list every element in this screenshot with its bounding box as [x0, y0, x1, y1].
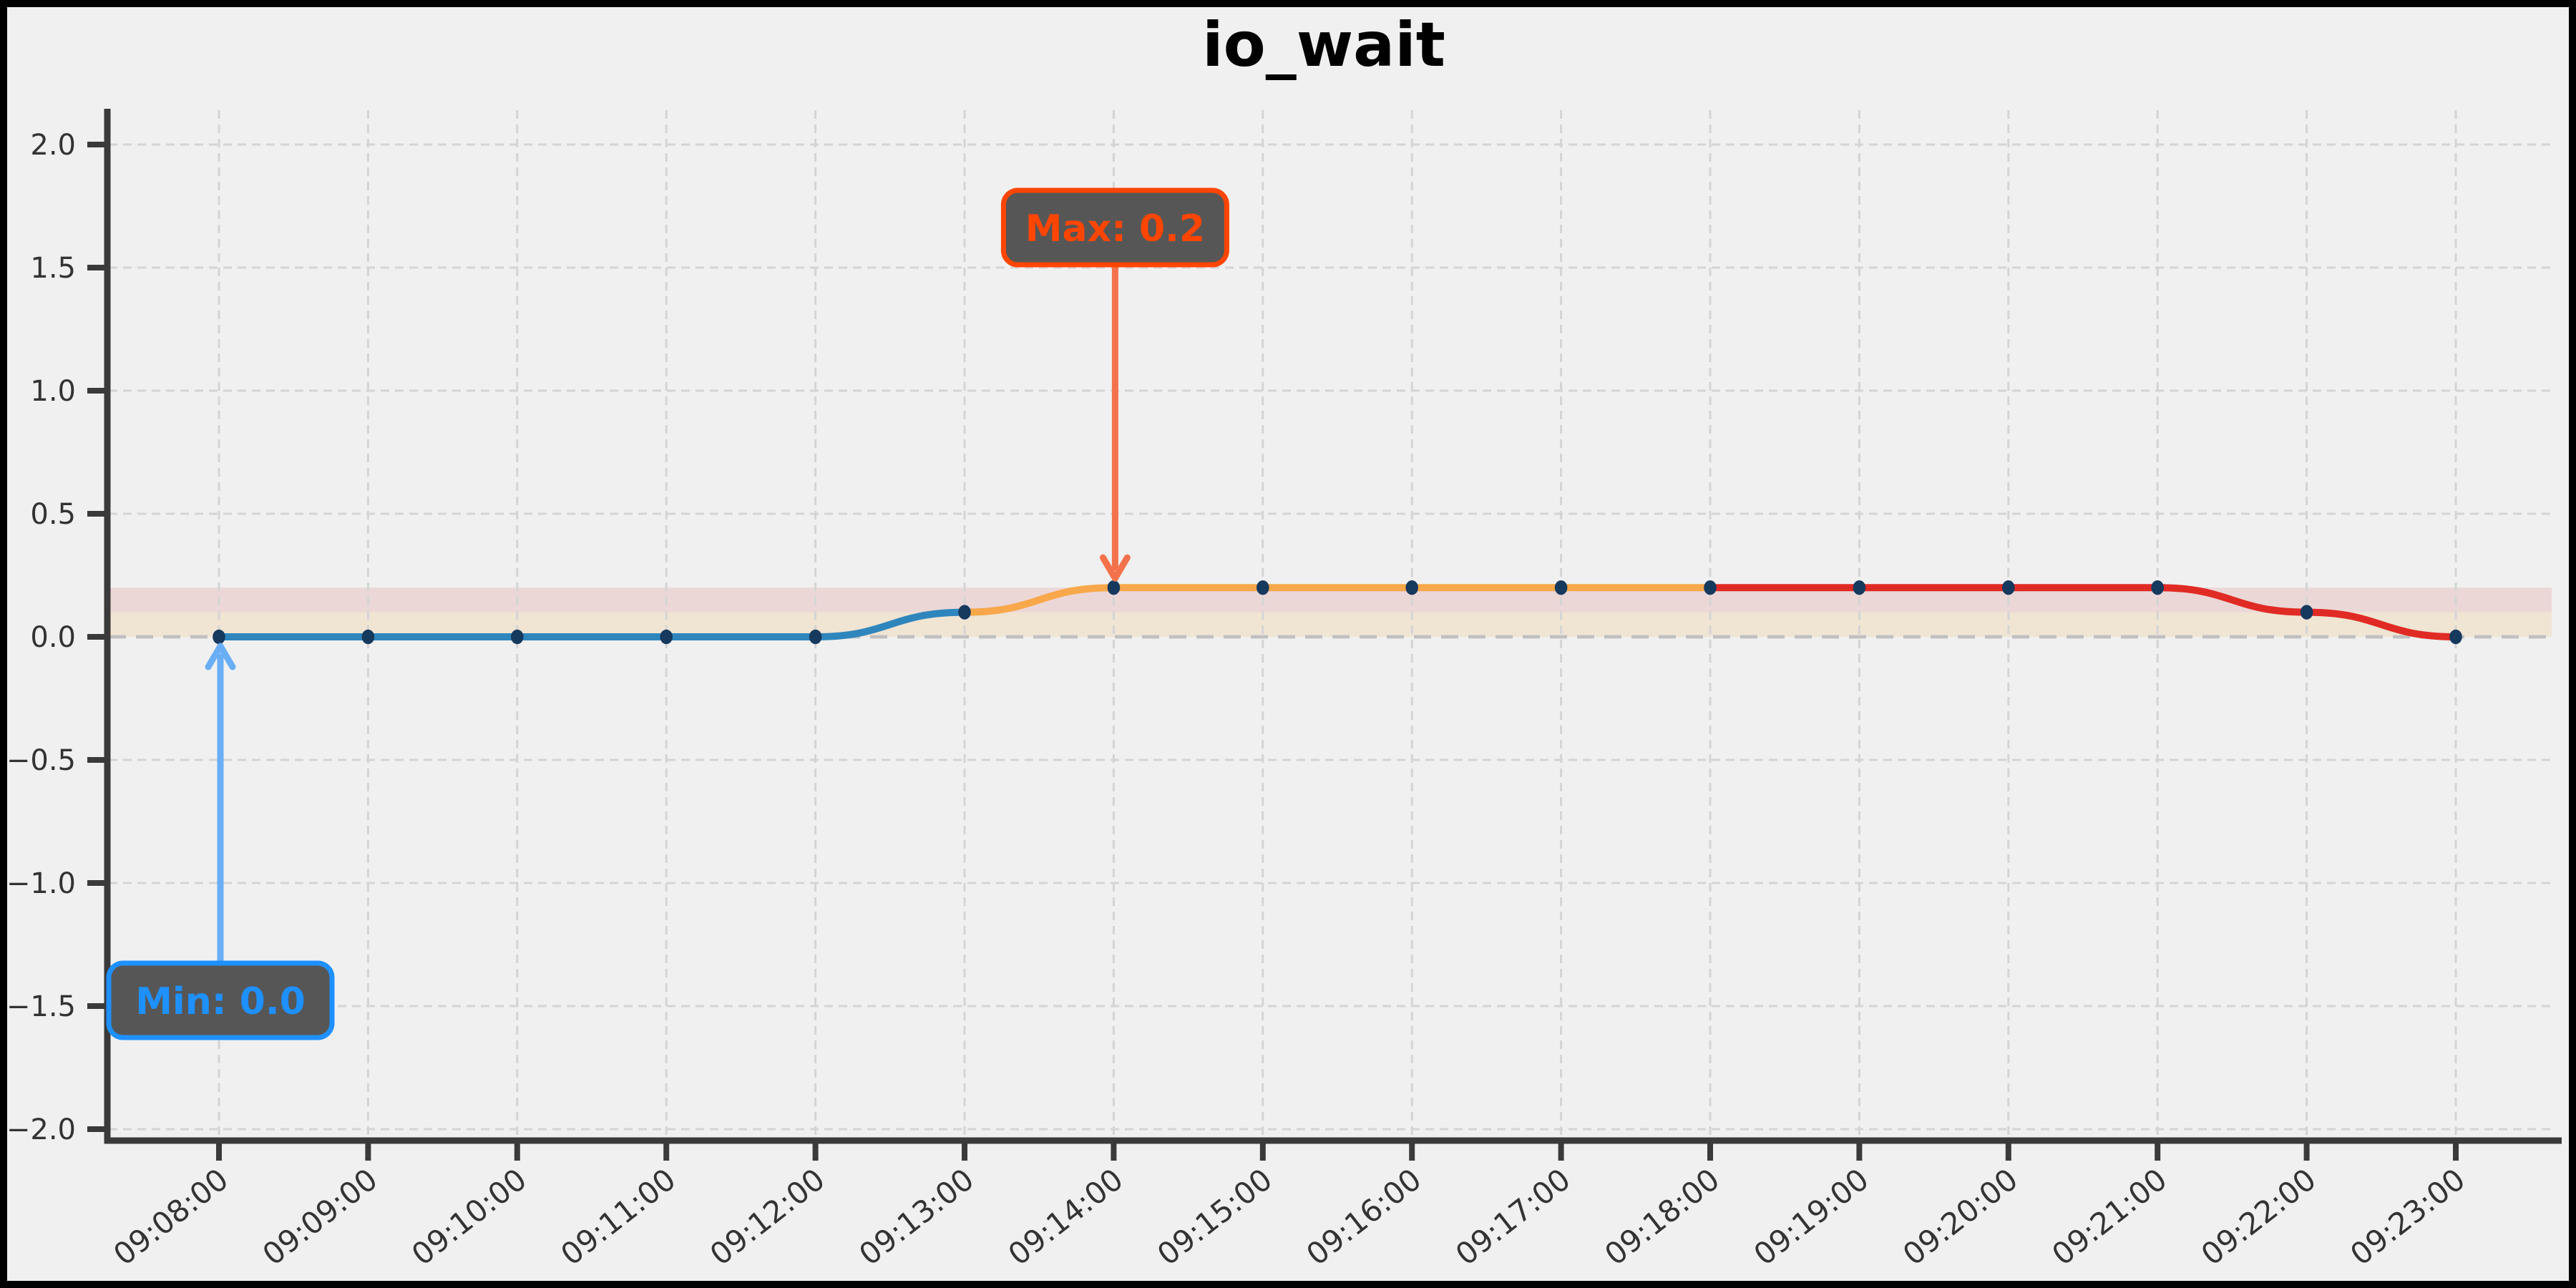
- annotation-min: Min: 0.0: [106, 643, 335, 1040]
- marker-09:09:00: [361, 629, 375, 645]
- marker-09:20:00: [2002, 580, 2015, 595]
- annotation-arrowhead-min: [205, 643, 236, 670]
- annotations: Max: 0.2 Min: 0.0: [106, 187, 1229, 1040]
- gridlines: [109, 110, 2552, 1141]
- y-tick-label-0.5: 0.5: [30, 498, 76, 531]
- marker-09:18:00: [1704, 580, 1717, 595]
- marker-09:13:00: [958, 605, 971, 620]
- bands: [107, 587, 2552, 637]
- annotation-label-max: Max: 0.2: [1025, 208, 1205, 250]
- y-tick-label-1: 1.0: [30, 375, 76, 408]
- y-tick-label--2: −2.0: [6, 1113, 76, 1146]
- annotation-label-min: Min: 0.0: [135, 980, 306, 1023]
- marker-09:10:00: [511, 629, 524, 645]
- marker-09:15:00: [1257, 580, 1269, 595]
- series-line-segment-blue: [215, 608, 968, 641]
- series-line-segment-orange: [961, 584, 1714, 616]
- marker-09:16:00: [1405, 580, 1418, 595]
- series-lines: [215, 584, 2459, 641]
- y-tick-label-1.5: 1.5: [30, 252, 76, 285]
- y-tick-label--1: −1.0: [6, 867, 76, 900]
- marker-09:08:00: [213, 629, 225, 645]
- marker-09:23:00: [2449, 629, 2462, 645]
- marker-09:17:00: [1554, 580, 1568, 595]
- band-0: [107, 587, 2552, 613]
- band-1: [107, 612, 2552, 637]
- marker-09:11:00: [660, 629, 673, 645]
- annotation-box-max: [1000, 187, 1229, 268]
- annotation-box-min: [106, 960, 335, 1040]
- marker-09:21:00: [2151, 580, 2164, 595]
- y-tick-label-2: 2.0: [30, 129, 76, 162]
- annotation-arrowhead-max: [1099, 554, 1131, 582]
- axes: [87, 109, 2562, 1161]
- series-line-segment-red: [1707, 584, 2459, 640]
- y-tick-label--0.5: −0.5: [6, 744, 76, 777]
- marker-09:22:00: [2300, 605, 2313, 620]
- marker-09:12:00: [809, 629, 822, 645]
- marker-09:14:00: [1107, 580, 1121, 595]
- y-tick-label-0: 0.0: [30, 621, 76, 654]
- chart-title: io_wait: [1202, 9, 1445, 81]
- y-tick-label--1.5: −1.5: [6, 990, 76, 1023]
- data-markers: [213, 580, 2462, 645]
- marker-09:19:00: [1853, 580, 1866, 595]
- annotation-max: Max: 0.2: [1000, 187, 1229, 582]
